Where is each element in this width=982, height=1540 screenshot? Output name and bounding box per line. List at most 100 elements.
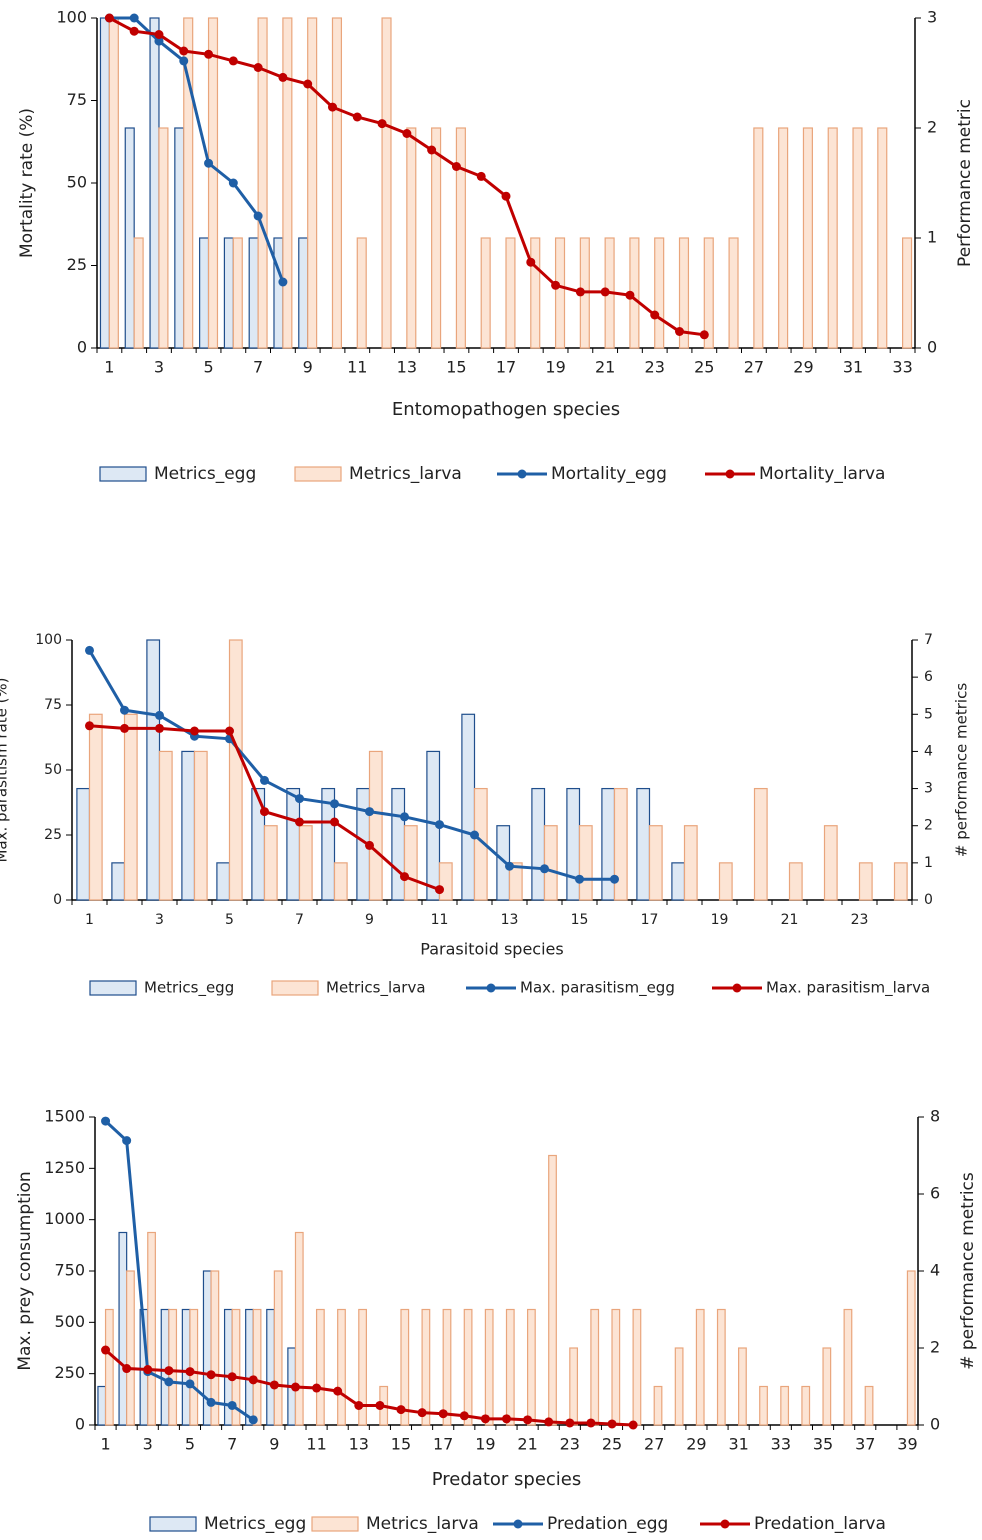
bar (802, 127, 813, 349)
bar (718, 862, 733, 901)
bar (753, 127, 764, 349)
point (365, 807, 374, 817)
point (129, 26, 139, 36)
x-tick-label: 17 (433, 1435, 453, 1454)
point (352, 112, 362, 122)
legend-label: Metrics_egg (154, 464, 256, 484)
point (248, 1375, 258, 1385)
legend-label: Metrics_larva (349, 464, 462, 484)
y2-tick-label: 5 (924, 706, 933, 722)
legend-label: Metrics_egg (204, 1514, 306, 1534)
x-tick-label: 21 (517, 1435, 537, 1454)
bar (223, 237, 234, 349)
bar (228, 639, 243, 901)
legend-label: Max. parasitism_larva (766, 979, 930, 998)
legend-swatch (89, 980, 137, 996)
bar (738, 1347, 747, 1426)
x-tick-label: 19 (545, 358, 565, 377)
x-tick-label: 13 (349, 1435, 369, 1454)
y-tick-label: 50 (67, 173, 87, 192)
bar (315, 1308, 325, 1426)
x-tick-label: 7 (295, 912, 304, 928)
point (586, 1418, 596, 1428)
x-tick-label: 29 (793, 358, 813, 377)
x-tick-label: 15 (446, 358, 466, 377)
bar (231, 1308, 241, 1426)
point (122, 1136, 132, 1146)
legend-swatch (311, 1516, 359, 1532)
point (154, 30, 164, 39)
bar (753, 787, 768, 901)
y2-tick-label: 0 (930, 1415, 940, 1434)
bar (381, 17, 392, 349)
x-tick-label: 3 (143, 1435, 153, 1454)
point (628, 1420, 638, 1430)
bar (902, 237, 913, 349)
y2-tick-label: 7 (924, 632, 933, 648)
legend-swatch (517, 469, 527, 479)
point (354, 1400, 364, 1410)
bar (273, 237, 284, 349)
point (85, 721, 94, 731)
point (122, 1364, 132, 1374)
y2-tick-label: 2 (927, 118, 937, 137)
x-tick-label: 5 (203, 358, 213, 377)
bar (531, 787, 546, 901)
point (228, 178, 238, 188)
x-tick-label: 1 (104, 358, 114, 377)
bar (174, 127, 185, 349)
point (120, 705, 129, 715)
legend-swatch (720, 1519, 730, 1529)
point (179, 46, 189, 56)
bar (183, 17, 194, 349)
bar (368, 750, 383, 901)
point (190, 726, 199, 736)
y2-tick-label: 3 (924, 781, 933, 797)
x-tick-label: 9 (269, 1435, 279, 1454)
bar (801, 1385, 811, 1426)
point (526, 257, 536, 267)
point (312, 1383, 322, 1393)
y2-tick-label: 3 (927, 8, 937, 27)
bar (421, 1308, 431, 1426)
x-tick-label: 7 (227, 1435, 237, 1454)
bar (298, 825, 313, 901)
point (269, 1380, 279, 1390)
y-tick-label: 25 (44, 827, 62, 843)
bar (245, 1308, 254, 1426)
y2-axis-title: Performance metric (955, 99, 975, 267)
point (544, 1417, 554, 1427)
bar (181, 750, 196, 901)
bar (780, 1385, 790, 1426)
legend-label: Mortality_larva (759, 464, 885, 484)
x-tick-label: 11 (306, 1435, 326, 1454)
point (278, 277, 288, 287)
bar (216, 862, 231, 901)
x-tick-label: 3 (154, 358, 164, 377)
bar (147, 1231, 156, 1426)
bar (461, 713, 476, 901)
legend-label: Max. parasitism_egg (520, 979, 675, 998)
y2-tick-label: 2 (924, 818, 933, 834)
x-tick-label: 21 (781, 912, 799, 928)
bar (438, 862, 453, 901)
legend-label: Metrics_egg (144, 979, 234, 998)
bar (601, 787, 616, 901)
bar (827, 127, 838, 349)
x-tick-label: 5 (225, 912, 234, 928)
point (154, 36, 164, 46)
bar (508, 862, 523, 901)
bar (333, 862, 348, 901)
bar (613, 787, 628, 901)
bar (88, 713, 103, 901)
point (260, 807, 269, 817)
y-axis-title: Mortality rate (%) (17, 108, 37, 258)
x-tick-label: 23 (851, 912, 869, 928)
bar (543, 825, 558, 901)
y2-tick-label: 4 (924, 743, 933, 759)
point (501, 191, 511, 201)
x-tick-label: 27 (644, 1435, 664, 1454)
bar (759, 1385, 768, 1426)
bar (257, 17, 268, 349)
